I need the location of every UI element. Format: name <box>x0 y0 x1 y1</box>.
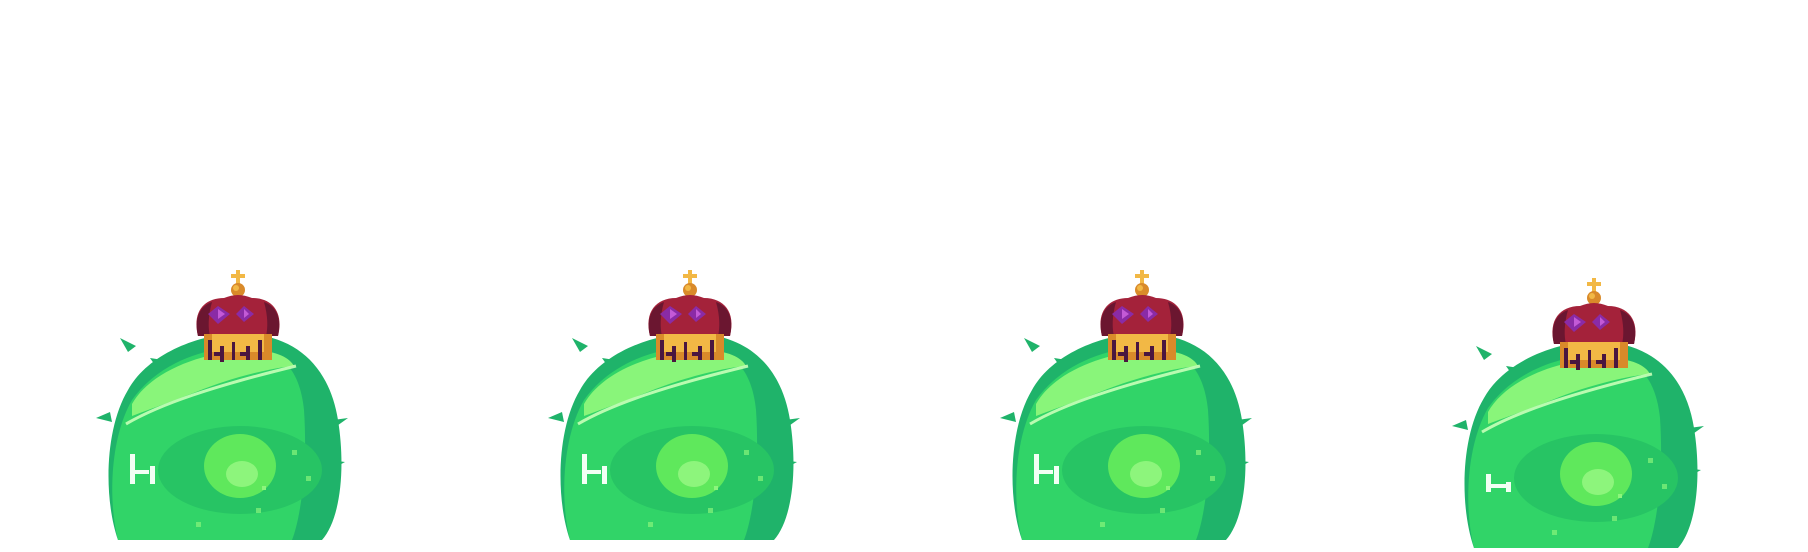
slime-mouth <box>582 454 607 484</box>
slime-eye <box>204 434 276 498</box>
slime-mouth <box>1034 454 1059 484</box>
crown-icon <box>196 270 280 362</box>
slime-mouth <box>1486 474 1511 492</box>
slime-frame-2 <box>452 0 904 552</box>
slime-sprite-1 <box>96 270 348 540</box>
slime-eye <box>1108 434 1180 498</box>
crown-icon <box>648 270 732 362</box>
slime-frame-3 <box>904 0 1356 552</box>
crown-icon <box>1552 278 1636 370</box>
slime-sprite-3 <box>1000 270 1252 540</box>
slime-sprite-2 <box>548 270 800 540</box>
slime-sprite-4 <box>1452 278 1704 548</box>
slime-body <box>1000 333 1252 540</box>
slime-body <box>548 333 800 540</box>
slime-eye <box>656 434 728 498</box>
slime-mouth <box>130 454 155 484</box>
crown-icon <box>1100 270 1184 362</box>
slime-body <box>1452 341 1704 548</box>
slime-frame-1 <box>0 0 452 552</box>
slime-body <box>96 333 348 540</box>
slime-eye <box>1560 442 1632 506</box>
slime-frame-4 <box>1356 0 1808 552</box>
